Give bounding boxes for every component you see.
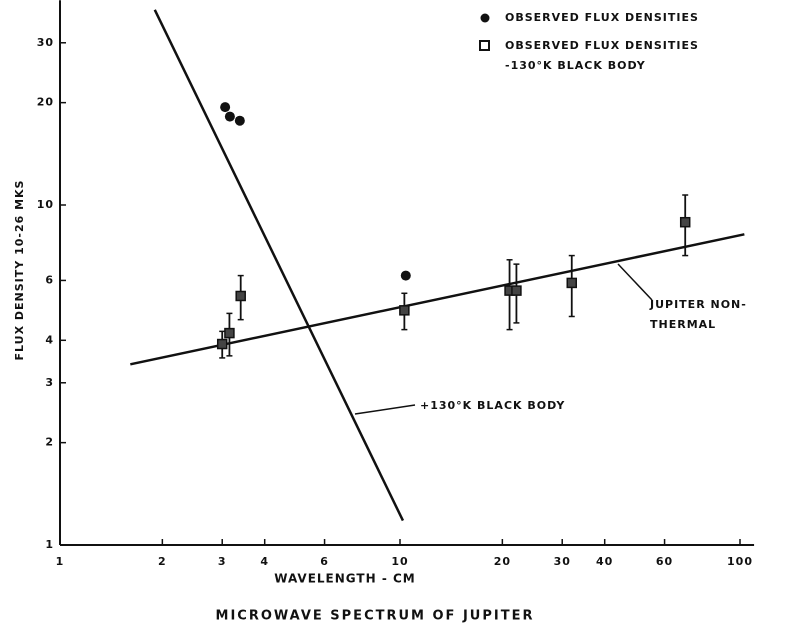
- data-point: [399, 305, 410, 316]
- x-tick-label: 40: [596, 555, 613, 568]
- x-tick-label: 1: [56, 555, 65, 568]
- data-point: [224, 111, 235, 122]
- x-axis-label: WAVELENGTH - CM: [274, 572, 416, 586]
- data-point: [566, 277, 578, 289]
- y-tick-label: 4: [45, 333, 54, 346]
- data-point: [216, 338, 228, 350]
- data-point: [235, 290, 246, 302]
- line-annotation: +130°K BLACK BODY: [420, 399, 566, 412]
- x-tick-label: 6: [320, 555, 329, 568]
- model-line: [130, 233, 745, 366]
- x-tick-label: 3: [218, 555, 227, 568]
- y-tick-label: 6: [45, 273, 54, 286]
- x-tick-label: 100: [727, 555, 753, 568]
- legend-marker: [480, 13, 490, 23]
- leader: [617, 263, 653, 301]
- y-tick-label: 2: [45, 436, 54, 449]
- y-tick-label: 3: [45, 376, 54, 389]
- data-point: [400, 270, 411, 281]
- data-point: [220, 102, 231, 113]
- data-point: [234, 115, 245, 126]
- data-point: [511, 285, 522, 296]
- legend-entry: OBSERVED FLUX DENSITIES -130°K BLACK BOD…: [505, 39, 699, 72]
- y-tick-label: 30: [37, 36, 54, 49]
- x-tick-label: 10: [391, 555, 408, 568]
- data-point: [679, 216, 691, 228]
- model-line: [153, 9, 405, 522]
- x-tick-label: 4: [260, 555, 269, 568]
- caption: MICROWAVE SPECTRUM OF JUPITER: [216, 609, 535, 624]
- x-tick-label: 20: [494, 555, 511, 568]
- data-point: [224, 327, 235, 339]
- leader: [354, 404, 416, 415]
- x-tick-label: 60: [656, 555, 673, 568]
- x-tick-label: 2: [158, 555, 167, 568]
- y-axis-label: FLUX DENSITY 10-26 MKS: [13, 180, 26, 361]
- legend-entry: OBSERVED FLUX DENSITIES: [505, 11, 699, 24]
- legend-marker: [479, 40, 490, 51]
- y-tick-label: 20: [37, 96, 54, 109]
- y-tick-label: 1: [45, 538, 54, 551]
- line-annotation: JUPITER NON-THERMAL: [650, 298, 747, 331]
- x-tick-label: 30: [554, 555, 571, 568]
- y-tick-label: 10: [37, 198, 54, 211]
